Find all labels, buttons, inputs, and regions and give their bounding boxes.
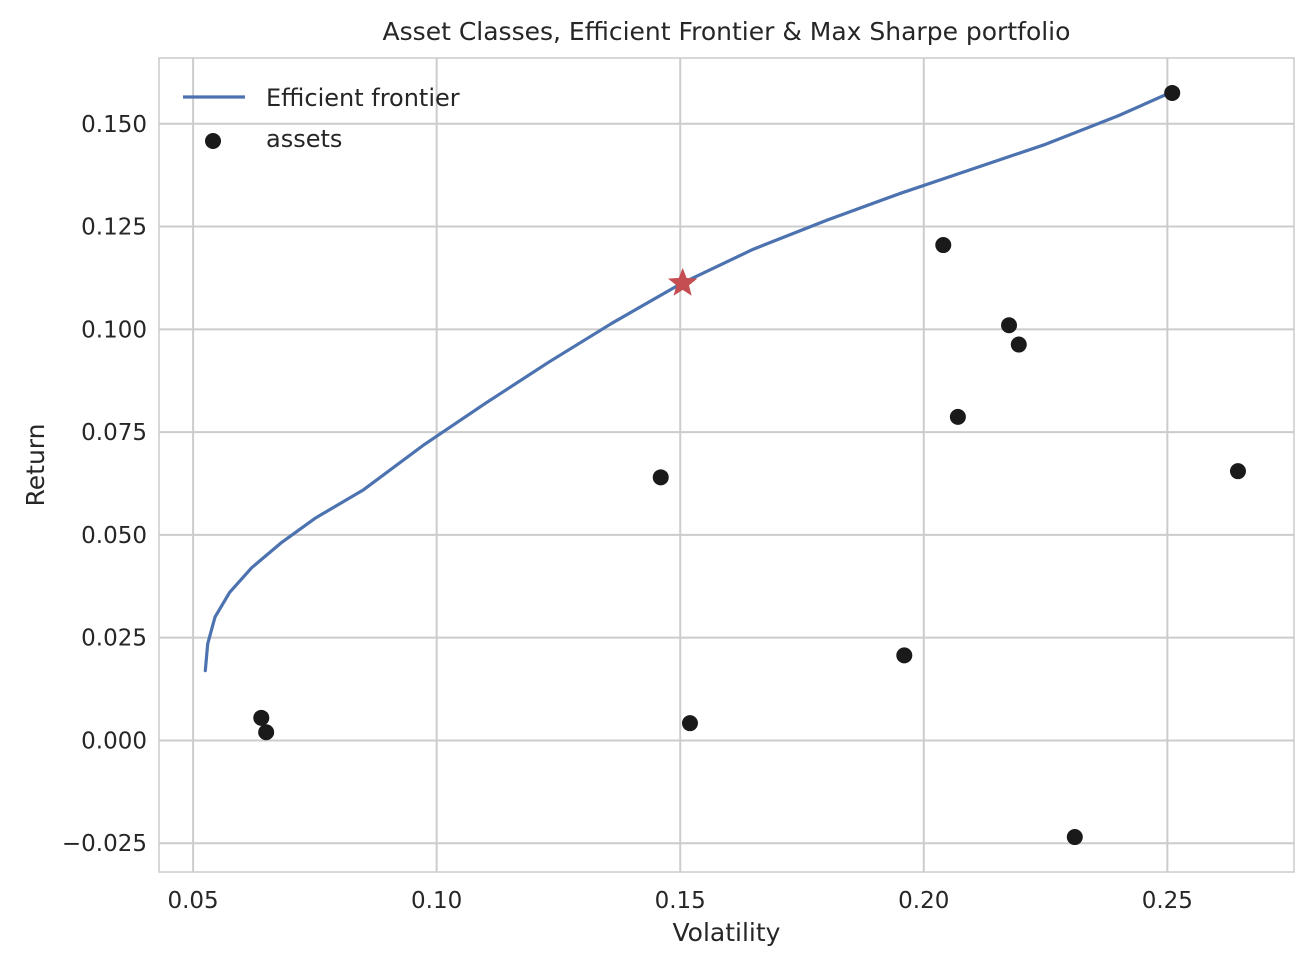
asset-point: [652, 469, 669, 486]
asset-point: [1001, 317, 1018, 334]
efficient-frontier-line: [203, 91, 1172, 673]
y-tick-label: 0.075: [81, 420, 147, 446]
legend-marker-swatch: [205, 133, 221, 149]
y-tick-label: 0.025: [81, 626, 147, 652]
x-tick-label: 0.15: [655, 888, 706, 914]
asset-point: [1164, 84, 1181, 101]
x-tick-label: 0.10: [411, 888, 462, 914]
y-tick-label: 0.050: [81, 523, 147, 549]
x-tick-label: 0.05: [167, 888, 218, 914]
asset-point: [949, 408, 966, 425]
chart-title: Asset Classes, Efficient Frontier & Max …: [383, 17, 1071, 46]
legend-label-assets: assets: [266, 125, 342, 153]
asset-point: [935, 237, 952, 254]
y-tick-label: 0.150: [81, 112, 147, 138]
asset-point: [258, 724, 275, 741]
max-sharpe-star: [667, 267, 698, 296]
asset-point: [253, 709, 270, 726]
y-axis-label: Return: [21, 424, 50, 507]
y-tick-label: 0.125: [81, 215, 147, 241]
series: [203, 84, 1246, 846]
asset-point: [681, 715, 698, 732]
legend: Efficient frontier assets: [183, 84, 460, 153]
grid: [159, 58, 1294, 872]
y-tick-label: −0.025: [62, 831, 147, 857]
tick-labels: 0.05 0.10 0.15 0.20 0.25 −0.025 0.000 0.025 0.05…: [62, 112, 1193, 914]
asset-point: [1066, 829, 1083, 846]
asset-point: [896, 647, 913, 664]
plot-frame: [158, 57, 1295, 873]
y-tick-label: 0.100: [81, 317, 147, 343]
x-axis-label: Volatility: [673, 918, 781, 947]
asset-point: [1010, 336, 1027, 353]
y-tick-label: 0.000: [81, 728, 147, 754]
x-tick-label: 0.20: [898, 888, 949, 914]
x-tick-label: 0.25: [1142, 888, 1193, 914]
legend-label-efficient-frontier: Efficient frontier: [266, 84, 460, 112]
asset-point: [1229, 463, 1246, 480]
